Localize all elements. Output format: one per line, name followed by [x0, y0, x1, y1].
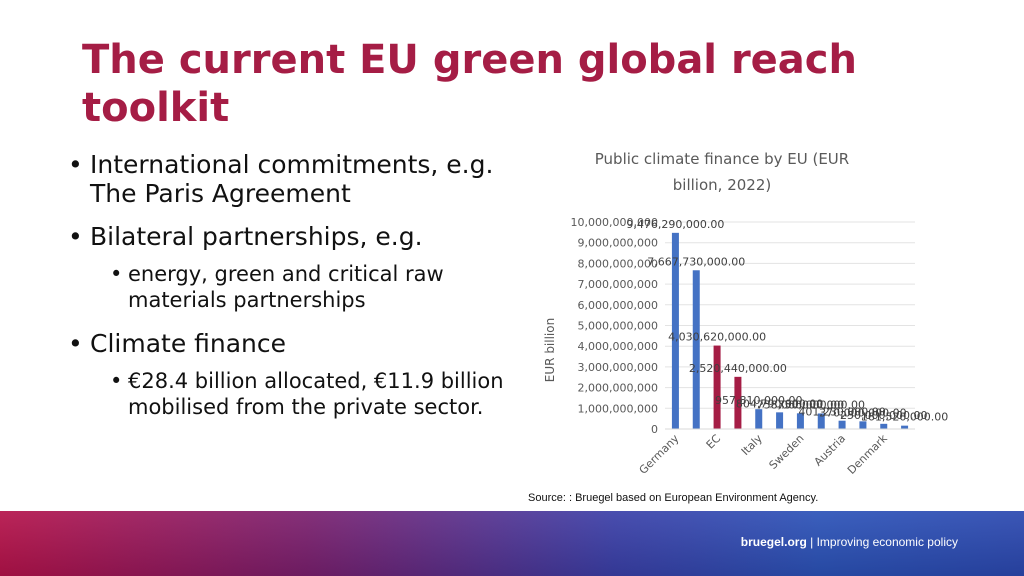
- y-tick-label: 7,000,000,000: [578, 278, 658, 291]
- x-tick-label: Denmark: [845, 431, 890, 476]
- y-ticks: 0 1,000,000,000 2,000,000,000 3,000,000,000…: [571, 216, 658, 436]
- climate-finance-chart: Public climate finance by EU (EUR billio…: [543, 150, 948, 477]
- y-tick-label: 10,000,000,000: [571, 216, 658, 229]
- bar: [880, 423, 888, 429]
- y-tick-label: 2,000,000,000: [578, 382, 658, 395]
- x-tick-label: Italy: [739, 432, 765, 458]
- y-tick-label: 4,000,000,000: [578, 340, 658, 353]
- bullet-item: International commitments, e.g. The Pari…: [68, 150, 508, 208]
- bar: [776, 412, 784, 429]
- bar: [692, 270, 700, 429]
- data-label: 9,476,290,000.00: [626, 218, 724, 231]
- bullet-list: International commitments, e.g. The Pari…: [68, 150, 508, 436]
- data-label: 161,520,000.00: [861, 411, 948, 424]
- chart-title: Public climate finance by EU (EUR billio…: [595, 150, 849, 194]
- sub-bullet-item: energy, green and critical raw materials…: [110, 261, 508, 313]
- bar: [796, 413, 804, 429]
- footer-brand-link[interactable]: bruegel.org: [740, 535, 807, 549]
- data-label: 401,230,000.00: [798, 406, 885, 419]
- y-tick-label: 3,000,000,000: [578, 361, 658, 374]
- data-label: 250,000,000.00: [840, 409, 927, 422]
- footer-text: bruegel.org | Improving economic policy: [741, 535, 958, 549]
- chart-title-line: Public climate finance by EU (EUR: [595, 150, 849, 168]
- chart-grid: [665, 221, 915, 430]
- x-tick-label: Germany: [637, 432, 682, 477]
- y-tick-label: 8,000,000,000: [578, 257, 658, 270]
- bar: [671, 232, 679, 429]
- chart-bars: [671, 232, 909, 429]
- data-labels: 9,476,290,000.00 7,667,730,000.00 4,030,62…: [626, 218, 948, 424]
- footer-banner: bruegel.org | Improving economic policy: [0, 511, 1024, 576]
- y-tick-label: 1,000,000,000: [578, 402, 658, 415]
- bar: [901, 425, 909, 429]
- y-tick-label: 0: [651, 423, 658, 436]
- data-label: 758,000,000.00: [757, 398, 844, 411]
- sub-bullet-item: €28.4 billion allocated, €11.9 billion m…: [110, 368, 508, 420]
- bar: [755, 409, 763, 429]
- y-tick-label: 6,000,000,000: [578, 299, 658, 312]
- slide-title: The current EU green global reach toolki…: [82, 37, 857, 131]
- data-label: 7,667,730,000.00: [647, 255, 745, 268]
- data-label: 370,000,000.00: [819, 406, 906, 419]
- x-tick-label: EC: [704, 432, 724, 452]
- footer-tagline: Improving economic policy: [816, 535, 958, 549]
- x-tick-label: Austria: [812, 432, 849, 469]
- bar: [734, 376, 742, 429]
- y-axis-label: EUR billion: [543, 318, 557, 382]
- y-tick-label: 9,000,000,000: [578, 237, 658, 250]
- data-label: 804,790,000.00: [736, 397, 823, 410]
- bar: [713, 345, 721, 429]
- footer-separator: |: [810, 535, 814, 549]
- chart-title-line: billion, 2022): [673, 176, 771, 194]
- bar: [859, 421, 867, 429]
- bullet-item: Bilateral partnerships, e.g.: [68, 222, 508, 251]
- data-label: 2,520,440,000.00: [689, 362, 787, 375]
- data-label: 957,810,000.00: [715, 394, 802, 407]
- y-tick-label: 5,000,000,000: [578, 320, 658, 333]
- bar: [838, 420, 846, 429]
- data-label: 4,030,620,000.00: [668, 331, 766, 344]
- data-label: 750,000,000.00: [778, 398, 865, 411]
- bullet-item: Climate finance: [68, 329, 508, 358]
- bar: [817, 413, 825, 429]
- source-note: Source: : Bruegel based on European Envi…: [528, 492, 819, 504]
- x-tick-label: Sweden: [767, 432, 807, 472]
